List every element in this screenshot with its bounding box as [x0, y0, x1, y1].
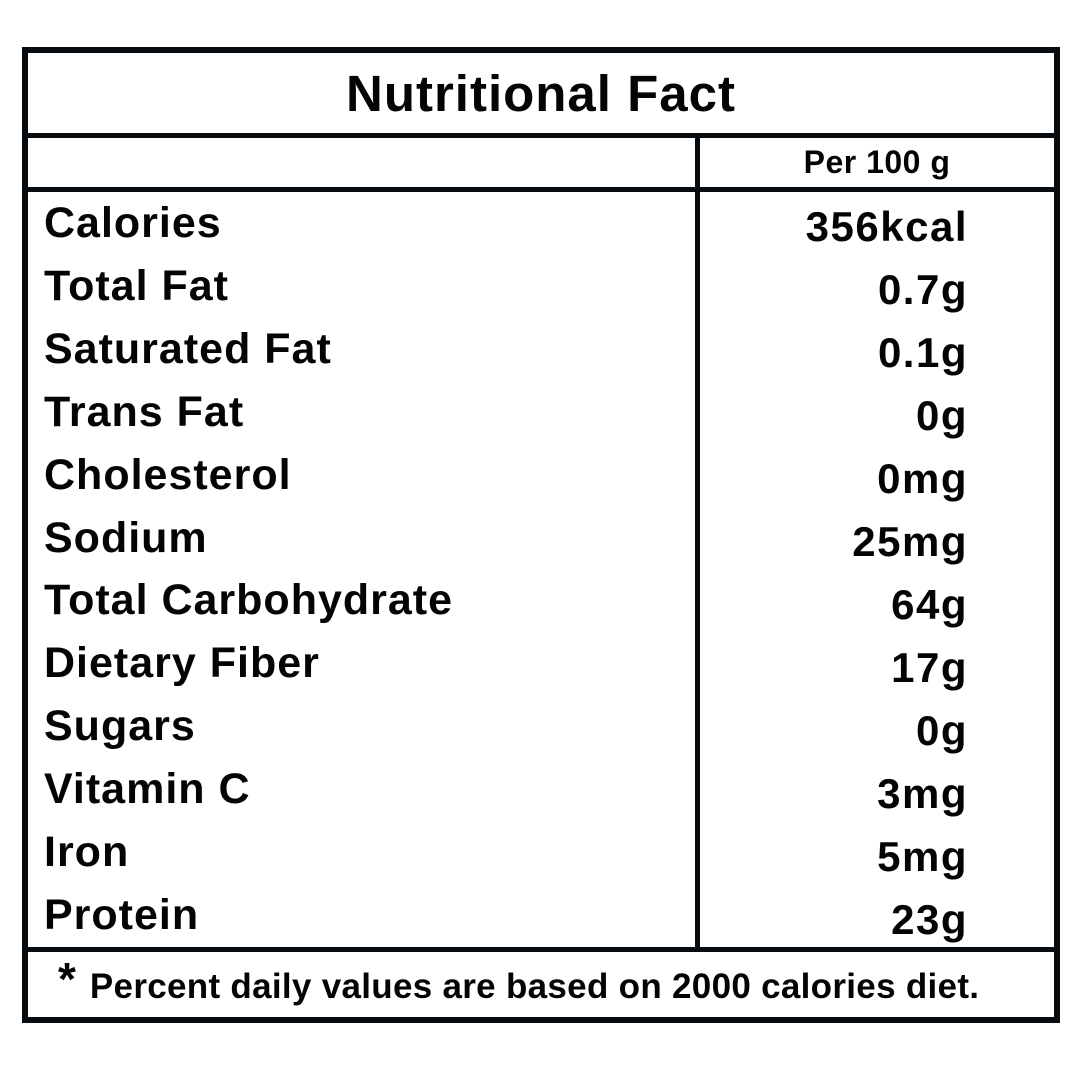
row-label: Saturated Fat [44, 324, 332, 373]
row-label-cell: Total Fat [28, 254, 700, 318]
row-value: 0.7g [877, 266, 968, 314]
row-label-cell: Protein [28, 884, 700, 948]
table-header-row: Per 100 g [28, 138, 1054, 192]
row-label-cell: Sugars [28, 695, 700, 759]
row-label: Sodium [44, 513, 208, 562]
row-value-cell: 64g [700, 570, 1054, 633]
row-label-cell: Dietary Fiber [28, 632, 700, 696]
row-value-cell: 17g [700, 632, 1054, 695]
row-value: 0.1g [877, 329, 968, 377]
row-value: 0mg [877, 455, 968, 503]
row-label: Vitamin C [44, 765, 251, 814]
row-label-cell: Vitamin C [28, 758, 700, 822]
row-label: Trans Fat [44, 387, 245, 436]
row-value-cell: 0mg [700, 444, 1054, 507]
row-label-cell: Cholesterol [28, 443, 700, 507]
row-value: 3mg [877, 769, 968, 817]
table-title-row: Nutritional Fact [28, 53, 1054, 138]
row-label: Protein [44, 891, 200, 940]
row-value: 5mg [877, 832, 968, 880]
table-row: Total Carbohydrate 64g [28, 569, 1054, 633]
row-label: Cholesterol [44, 450, 292, 499]
table-row: Sugars 0g [28, 695, 1054, 759]
nutrition-facts-table: Nutritional Fact Per 100 g Calories 356k… [22, 47, 1060, 1023]
table-footnote-row: * Percent daily values are based on 2000… [28, 947, 1054, 1017]
row-value: 17g [891, 643, 968, 691]
row-value: 23g [891, 895, 968, 943]
row-label-cell: Trans Fat [28, 380, 700, 444]
row-value: 356kcal [805, 203, 968, 251]
table-row: Saturated Fat 0.1g [28, 317, 1054, 381]
table-row: Protein 23g [28, 884, 1054, 948]
row-value: 25mg [852, 518, 968, 566]
row-value-cell: 0g [700, 695, 1054, 758]
row-value-cell: 23g [700, 884, 1054, 947]
row-label: Dietary Fiber [44, 639, 320, 688]
table-row: Cholesterol 0mg [28, 443, 1054, 507]
row-value-cell: 5mg [700, 821, 1054, 884]
footnote-text: Percent daily values are based on 2000 c… [89, 966, 980, 1006]
row-label: Calories [44, 198, 222, 247]
table-row: Sodium 25mg [28, 506, 1054, 570]
row-value-cell: 356kcal [700, 192, 1054, 255]
row-label: Sugars [44, 702, 196, 751]
row-label-cell: Iron [28, 821, 700, 885]
row-value-cell: 0.7g [700, 255, 1054, 318]
table-row: Vitamin C 3mg [28, 758, 1054, 822]
row-label-cell: Calories [28, 192, 700, 255]
table-row: Calories 356kcal [28, 192, 1054, 255]
table-row: Iron 5mg [28, 821, 1054, 885]
row-value-cell: 25mg [700, 507, 1054, 570]
row-label: Total Carbohydrate [44, 576, 454, 625]
row-value: 0g [915, 706, 968, 754]
row-label-cell: Total Carbohydrate [28, 569, 700, 633]
row-value-cell: 0g [700, 381, 1054, 444]
row-value: 0g [915, 392, 968, 440]
row-label: Total Fat [44, 261, 229, 310]
row-label: Iron [44, 828, 130, 877]
table-row: Dietary Fiber 17g [28, 632, 1054, 696]
header-empty-cell [28, 138, 700, 187]
row-label-cell: Saturated Fat [28, 317, 700, 381]
table-row: Trans Fat 0g [28, 380, 1054, 444]
table-body: Calories 356kcal Total Fat 0.7g Saturate… [28, 192, 1054, 948]
table-title: Nutritional Fact [345, 64, 736, 122]
column-header-per-100g: Per 100 g [803, 144, 951, 180]
table-row: Total Fat 0.7g [28, 254, 1054, 318]
row-label-cell: Sodium [28, 506, 700, 570]
row-value: 64g [891, 580, 968, 628]
row-value-cell: 3mg [700, 758, 1054, 821]
row-value-cell: 0.1g [700, 318, 1054, 381]
